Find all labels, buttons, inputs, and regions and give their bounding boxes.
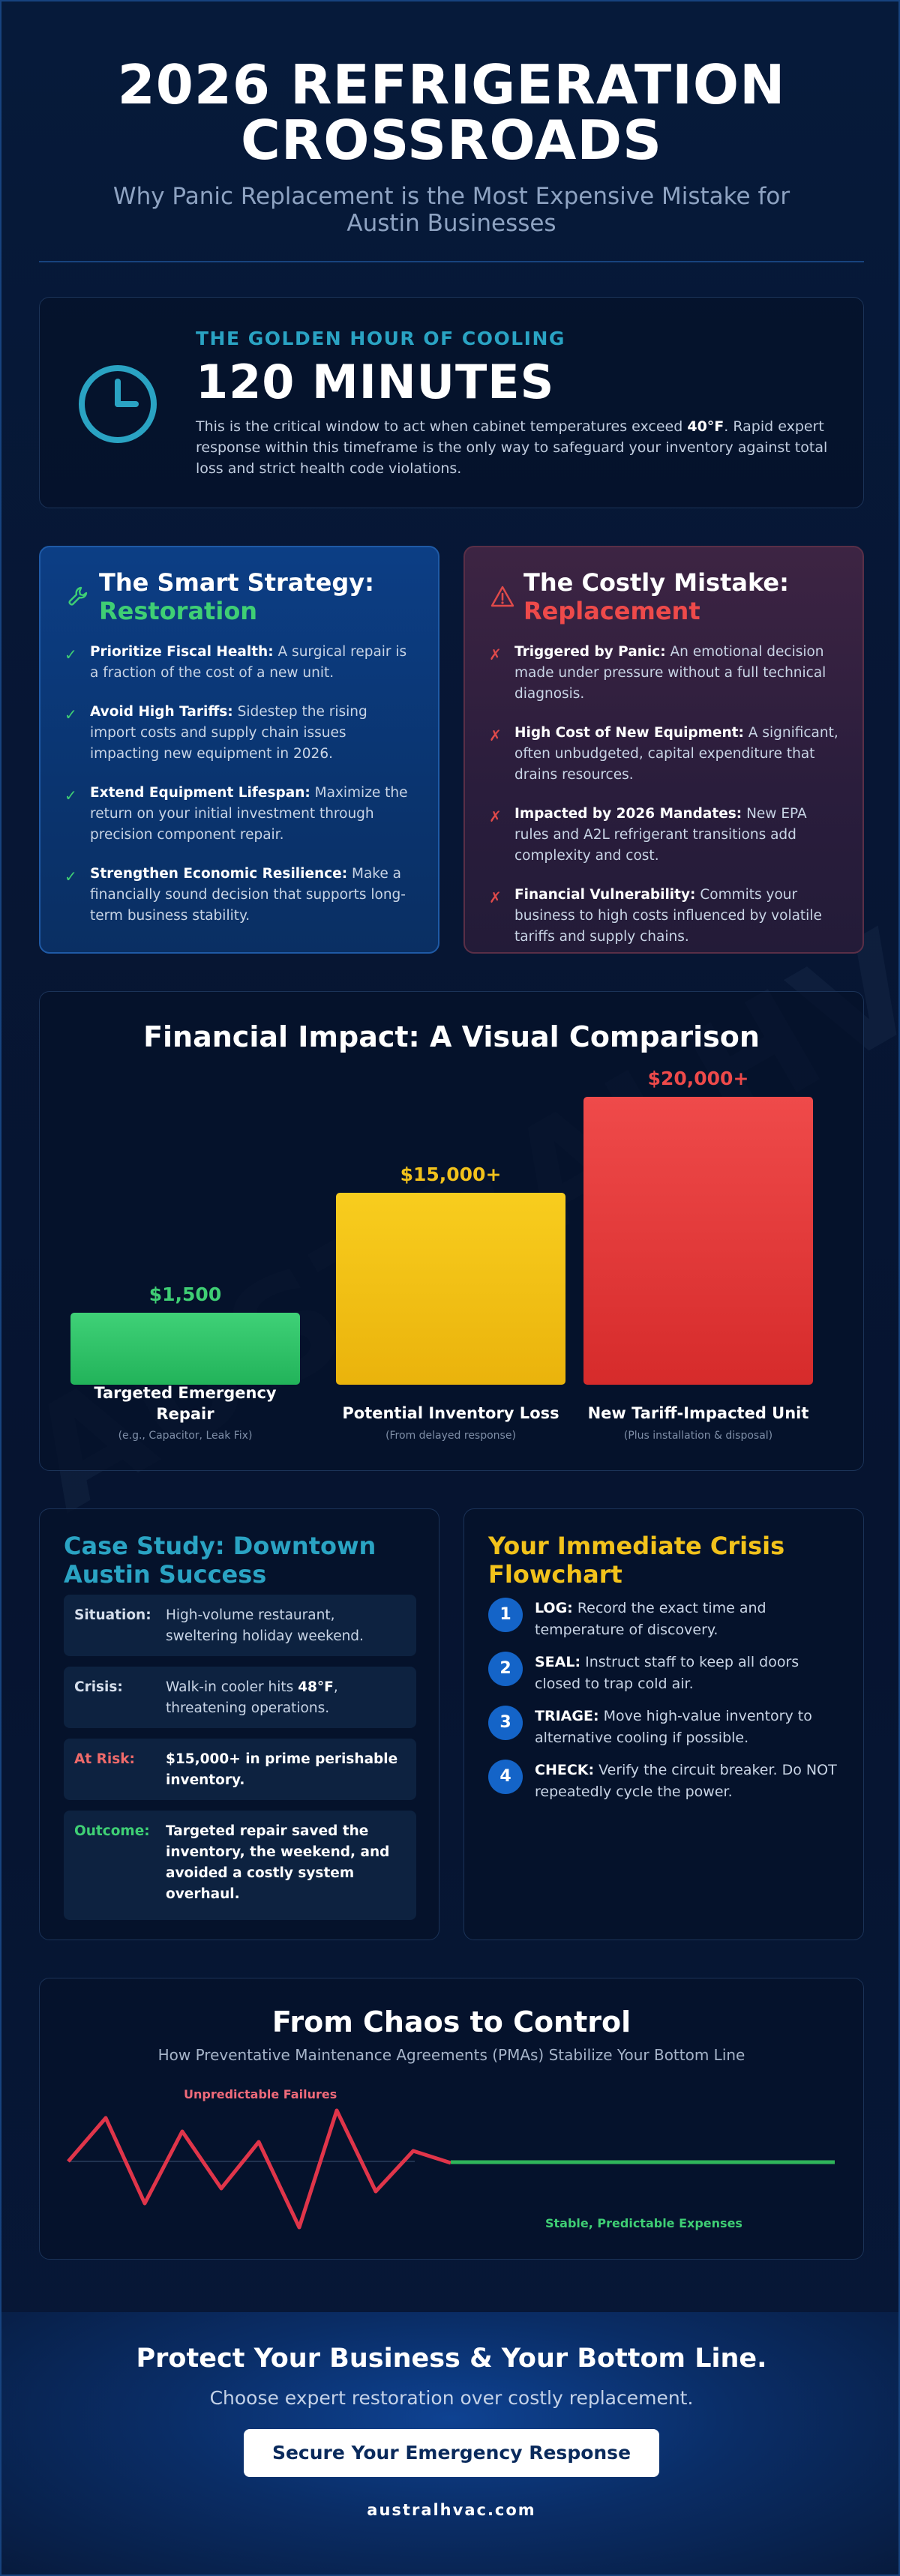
case-row-situation: Situation: High-volume restaurant, swelt…	[64, 1595, 416, 1656]
chaos-to-control-card: From Chaos to Control How Preventative M…	[39, 1978, 864, 2260]
flowchart-step: 3 TRIAGE: Move high-value inventory to a…	[488, 1706, 841, 1751]
check-icon: ✓	[64, 786, 77, 804]
case-row-label: Crisis:	[74, 1679, 123, 1695]
clock-icon	[79, 365, 157, 443]
case-row-label: At Risk:	[74, 1751, 135, 1767]
case-row-label: Situation:	[74, 1607, 152, 1623]
costly-mistake-list: ✗ Triggered by Panic: An emotional decisi…	[489, 642, 842, 948]
page-title: 2026 REFRIGERATION CROSSROADS	[117, 53, 786, 172]
chart-title: Financial Impact: A Visual Comparison	[143, 1020, 760, 1053]
category-note: (Plus installation & disposal)	[624, 1430, 772, 1442]
bar-value-label: $20,000+	[648, 1068, 749, 1089]
golden-hour-card: THE GOLDEN HOUR OF COOLING 120 MINUTES T…	[39, 297, 864, 508]
category-label: Targeted Emergency	[94, 1384, 277, 1402]
x-mark-icon: ✗	[489, 888, 502, 906]
category-note: (From delayed response)	[386, 1430, 516, 1442]
warning-icon	[490, 586, 514, 607]
header: 2026 REFRIGERATION CROSSROADS Why Panic …	[39, 57, 864, 237]
category-label: Potential Inventory Loss	[342, 1404, 559, 1422]
step-number: 3	[488, 1706, 523, 1740]
golden-hour-headline: 120 MINUTES	[196, 355, 555, 409]
case-row-value: Targeted repair saved the inventory, the…	[166, 1823, 390, 1902]
check-icon: ✓	[64, 867, 77, 885]
x-mark-icon: ✗	[489, 726, 502, 744]
case-row-at-risk: At Risk: $15,000+ in prime perishable in…	[64, 1739, 416, 1800]
bar-1	[336, 1193, 566, 1385]
chaos-vs-stable-graphic: Unpredictable Failures Stable, Predictab…	[67, 2087, 835, 2230]
smart-strategy-list: ✓ Prioritize Fiscal Health: A surgical re…	[64, 642, 417, 927]
list-item: ✓ Strengthen Economic Resilience: Make a …	[64, 866, 406, 924]
smart-strategy-title: The Smart Strategy: Restoration	[99, 568, 374, 625]
category-note: (e.g., Capacitor, Leak Fix)	[118, 1430, 253, 1442]
divider	[39, 261, 864, 262]
cta-subtitle: Choose expert restoration over costly re…	[209, 2387, 694, 2409]
case-row-value: High-volume restaurant, sweltering holid…	[166, 1607, 364, 1644]
flowchart-step: 2 SEAL: Instruct staff to keep all doors…	[488, 1652, 841, 1697]
financial-impact-chart: $1,500 Targeted Emergency Repair (e.g., Cap…	[70, 1068, 813, 1442]
flowchart-step: 4 CHECK: Verify the circuit breaker. Do …	[488, 1760, 841, 1805]
step-text: CHECK: Verify the circuit breaker. Do NO…	[535, 1762, 837, 1800]
list-item: ✗ Financial Vulnerability: Commits your b…	[489, 887, 822, 945]
bar-2	[584, 1097, 813, 1385]
category-label: New Tariff-Impacted Unit	[588, 1404, 809, 1422]
costly-mistake-title: The Costly Mistake: Replacement	[524, 568, 789, 625]
financial-impact-card: Financial Impact: A Visual Comparison $1…	[39, 991, 864, 1471]
step-number: 1	[488, 1598, 523, 1632]
x-mark-icon: ✗	[489, 807, 502, 825]
golden-hour-description: This is the critical window to act when …	[196, 418, 828, 477]
list-item: ✗ Impacted by 2026 Mandates: New EPA rule…	[489, 806, 807, 864]
bar-0	[70, 1313, 300, 1385]
chaos-title: From Chaos to Control	[272, 2005, 632, 2038]
flowchart-step: 1 LOG: Record the exact time and tempera…	[488, 1598, 841, 1643]
list-item: ✗ High Cost of New Equipment: A significa…	[489, 725, 838, 783]
chaos-label: Unpredictable Failures	[184, 2087, 337, 2101]
chaos-line	[67, 2108, 452, 2230]
case-study-title: Case Study: Downtown Austin Success	[64, 1532, 376, 1589]
category-label: Repair	[156, 1405, 214, 1423]
list-item: ✗ Triggered by Panic: An emotional decisi…	[489, 644, 826, 702]
case-row-outcome: Outcome: Targeted repair saved the inven…	[64, 1811, 416, 1920]
step-number: 2	[488, 1652, 523, 1686]
wrench-icon	[68, 586, 88, 606]
list-item: ✓ Extend Equipment Lifespan: Maximize the…	[64, 785, 408, 843]
golden-hour-kicker: THE GOLDEN HOUR OF COOLING	[196, 328, 566, 349]
costly-mistake-card: The Costly Mistake: Replacement ✗ Trigger…	[464, 546, 864, 954]
smart-strategy-card: The Smart Strategy: Restoration ✓ Priorit…	[39, 546, 440, 954]
step-number: 4	[488, 1760, 523, 1794]
check-icon: ✓	[64, 645, 77, 663]
website-link[interactable]: australhvac.com	[367, 2501, 536, 2519]
page-subtitle: Why Panic Replacement is the Most Expens…	[112, 183, 790, 237]
stable-label: Stable, Predictable Expenses	[545, 2216, 742, 2230]
case-study-card: Case Study: Downtown Austin Success Situ…	[39, 1508, 440, 1940]
case-row-crisis: Crisis: Walk-in cooler hits 48°F, threat…	[64, 1667, 416, 1728]
case-row-value: Walk-in cooler hits 48°F, threatening op…	[166, 1679, 338, 1716]
chaos-subtitle: How Preventative Maintenance Agreements …	[158, 2046, 746, 2064]
case-row-value: $15,000+ in prime perishable inventory.	[166, 1751, 398, 1788]
check-icon: ✓	[64, 705, 77, 723]
secure-emergency-response-button[interactable]: Secure Your Emergency Response	[244, 2429, 659, 2477]
crisis-flowchart-card: Your Immediate Crisis Flowchart 1 LOG: R…	[464, 1508, 864, 1940]
call-to-action: Protect Your Business & Your Bottom Line…	[2, 2312, 898, 2575]
bar-value-label: $15,000+	[400, 1164, 502, 1185]
step-text: SEAL: Instruct staff to keep all doors c…	[535, 1654, 800, 1692]
list-item: ✓ Avoid High Tariffs: Sidestep the rising…	[64, 704, 368, 762]
case-row-label: Outcome:	[74, 1823, 150, 1839]
list-item: ✓ Prioritize Fiscal Health: A surgical re…	[64, 644, 407, 681]
bar-value-label: $1,500	[149, 1284, 221, 1305]
cta-title: Protect Your Business & Your Bottom Line…	[136, 2344, 767, 2374]
step-text: TRIAGE: Move high-value inventory to alt…	[535, 1708, 812, 1746]
x-mark-icon: ✗	[489, 645, 502, 663]
step-text: LOG: Record the exact time and temperatu…	[535, 1600, 766, 1638]
flowchart-title: Your Immediate Crisis Flowchart	[488, 1532, 785, 1589]
